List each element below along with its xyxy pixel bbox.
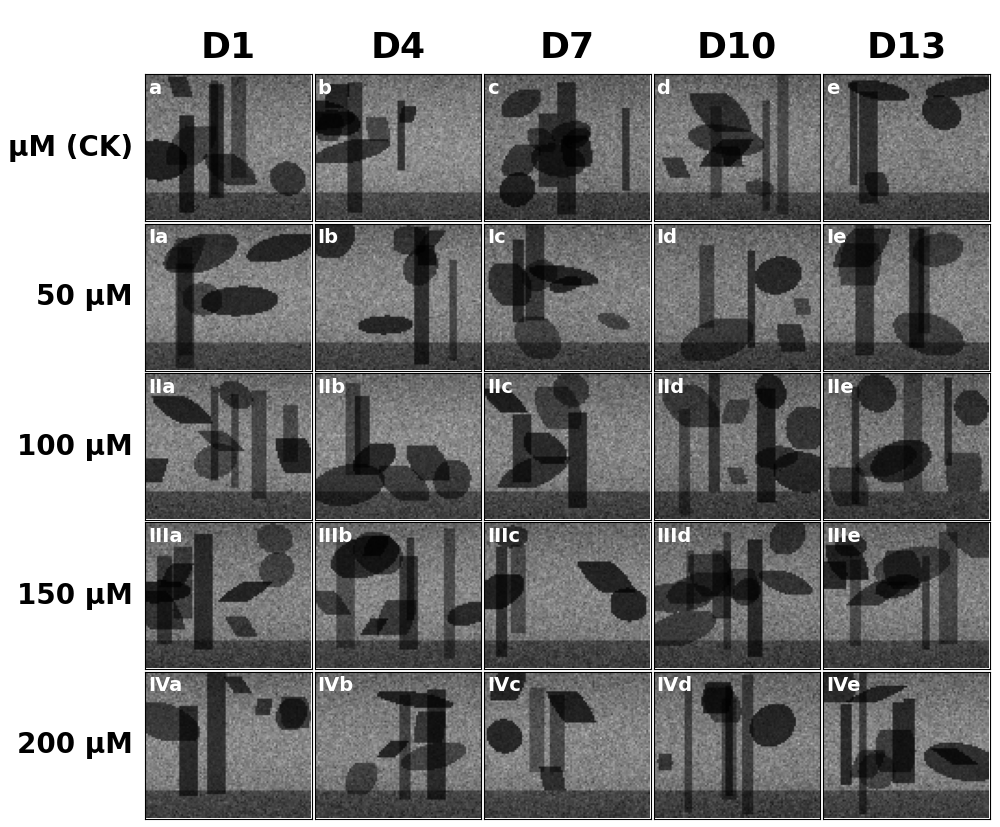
Text: IVe: IVe — [826, 676, 861, 696]
Text: c: c — [487, 79, 499, 98]
Text: Ib: Ib — [317, 228, 338, 247]
Text: IIIe: IIIe — [826, 527, 861, 546]
Text: IVd: IVd — [657, 676, 693, 696]
Text: IIId: IIId — [657, 527, 692, 546]
Text: b: b — [317, 79, 331, 98]
Text: D1: D1 — [201, 31, 256, 65]
Text: IVb: IVb — [317, 676, 354, 696]
Text: IIc: IIc — [487, 378, 513, 397]
Text: IIb: IIb — [317, 378, 346, 397]
Text: 150 μM: 150 μM — [17, 582, 133, 610]
Text: Id: Id — [657, 228, 678, 247]
Text: D7: D7 — [540, 31, 595, 65]
Text: a: a — [148, 79, 161, 98]
Text: D10: D10 — [697, 31, 777, 65]
Text: d: d — [657, 79, 670, 98]
Text: Ia: Ia — [148, 228, 168, 247]
Text: IIe: IIe — [826, 378, 854, 397]
Text: IIIb: IIIb — [317, 527, 353, 546]
Text: IIIc: IIIc — [487, 527, 520, 546]
Text: IVa: IVa — [148, 676, 182, 696]
Text: e: e — [826, 79, 840, 98]
Text: Ie: Ie — [826, 228, 847, 247]
Text: 50 μM: 50 μM — [36, 283, 133, 311]
Text: IIa: IIa — [148, 378, 175, 397]
Text: 200 μM: 200 μM — [17, 731, 133, 759]
Text: 0 μM (CK): 0 μM (CK) — [0, 134, 133, 162]
Text: Ic: Ic — [487, 228, 506, 247]
Text: 100 μM: 100 μM — [17, 433, 133, 461]
Text: IId: IId — [657, 378, 685, 397]
Text: IVc: IVc — [487, 676, 521, 696]
Text: D13: D13 — [867, 31, 947, 65]
Text: IIIa: IIIa — [148, 527, 182, 546]
Text: D4: D4 — [370, 31, 425, 65]
